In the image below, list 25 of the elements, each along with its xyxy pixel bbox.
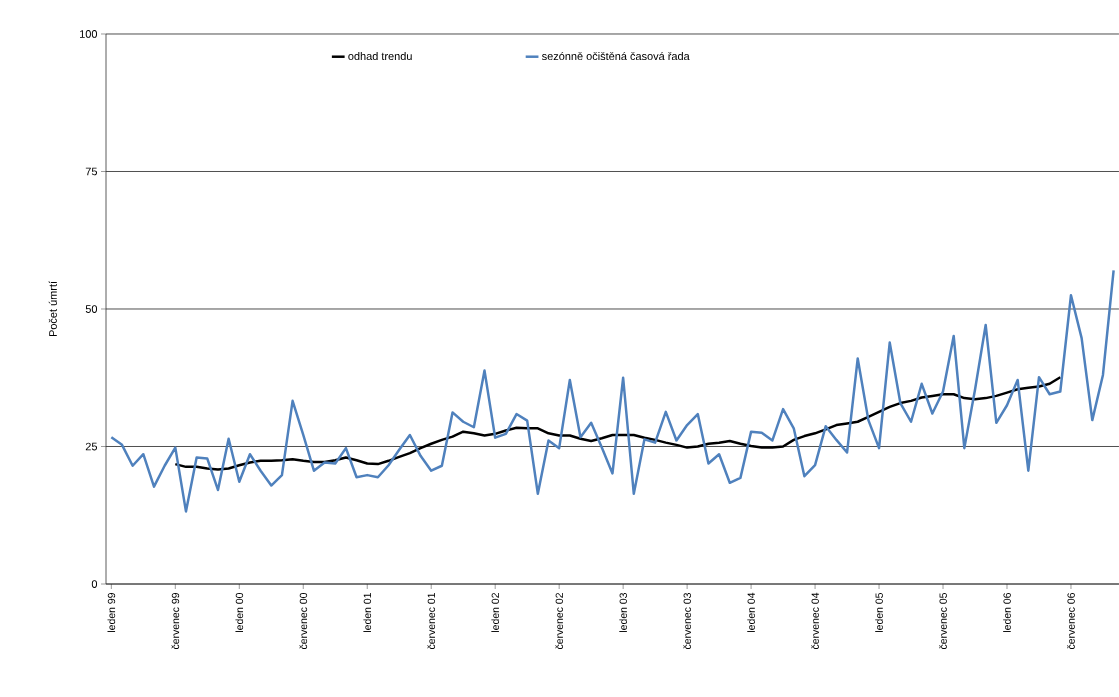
legend-label: odhad trendu [348,51,412,61]
x-tick-label: leden 05 [875,592,883,632]
x-tick-label: červenec 01 [427,593,436,650]
x-tick-label: leden 01 [363,593,372,632]
x-tick-label: leden 99 [107,593,116,632]
y-tick-label: 0 [91,580,98,588]
x-tick-label: červenec 99 [171,593,180,650]
y-tick-label: 50 [85,305,98,313]
y-tick-label: 100 [80,30,98,38]
x-tick-label: leden 04 [747,592,755,632]
x-tick-label: červenec 05 [939,592,947,650]
x-tick-label: leden 03 [619,593,627,632]
x-tick-label: červenec 06 [1067,592,1075,650]
y-tick-label: 75 [85,167,98,176]
x-tick-label: červenec 02 [555,593,564,650]
y-tick-label: 25 [85,442,98,451]
y-axis-title: Počet úmrtí [48,281,57,337]
x-tick-label: červenec 04 [811,592,819,650]
x-tick-label: červenec 00 [299,592,308,650]
legend-label: sezónně očištěná časová řada [542,51,690,61]
x-tick-label: leden 02 [491,593,500,632]
line-series [110,269,1115,513]
x-tick-label: červenec 03 [683,592,691,650]
x-tick-label: leden 06 [1003,593,1011,632]
x-tick-label: leden 00 [235,592,244,632]
